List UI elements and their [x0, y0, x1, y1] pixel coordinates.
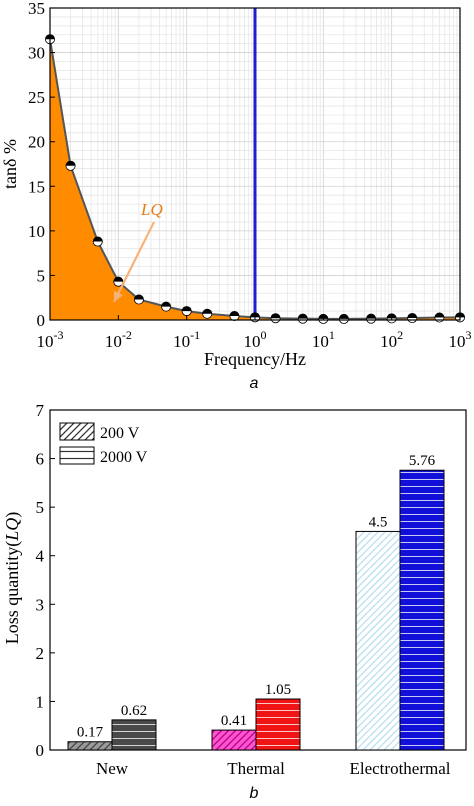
- marker-top-half: [65, 161, 76, 166]
- data-point: [202, 308, 213, 319]
- x-category-label: New: [96, 759, 129, 778]
- marker-top-half: [134, 294, 144, 300]
- y-tick-label: 5: [37, 266, 46, 285]
- x-tick-label: 100: [244, 328, 267, 351]
- marker-top-half: [161, 302, 171, 307]
- annotation-arrow-line: [113, 221, 155, 303]
- x-tick-label: 102: [380, 328, 403, 351]
- legend: 200 V 2000 V: [59, 422, 148, 466]
- bar-value-label: 4.5: [369, 514, 388, 530]
- legend-swatch: [59, 446, 95, 465]
- subplot-label-b: b: [250, 785, 259, 801]
- y-tick-label: 15: [28, 177, 45, 196]
- x-axis-title: Frequency/Hz: [204, 349, 306, 369]
- data-point: [407, 313, 418, 324]
- y-tick-label: 3: [36, 595, 45, 614]
- bar-value-label: 0.62: [121, 703, 147, 719]
- x-tick-label: 10-1: [173, 328, 200, 351]
- legend-label: 200 V: [100, 425, 140, 442]
- y-tick-label: 6: [36, 450, 45, 469]
- bar: [67, 741, 113, 751]
- y-tick-label: 30: [28, 44, 45, 63]
- x-category-label: Thermal: [227, 759, 285, 778]
- y-axis-title: Loss quantity(LQ): [2, 512, 23, 645]
- y-tick-label: 20: [28, 133, 45, 152]
- data-point: [434, 312, 445, 323]
- y-tick-label: 1: [36, 692, 45, 711]
- legend-swatch: [59, 422, 95, 441]
- data-point: [270, 313, 281, 324]
- y-tick-label: 0: [37, 311, 46, 330]
- data-point: [161, 301, 172, 312]
- data-point: [229, 310, 240, 321]
- x-tick-label: 10-2: [105, 328, 132, 351]
- marker-top-half: [366, 314, 376, 319]
- marker-top-half: [113, 277, 123, 282]
- bar: [355, 530, 401, 751]
- data-point: [113, 276, 124, 287]
- chart-a: LQ 10-3 10-2 10-1 100 101 102 103 0 5 10 15 20 25 30 35…: [0, 0, 472, 369]
- marker-top-half: [229, 311, 240, 316]
- bar-value-label: 5.76: [409, 453, 436, 469]
- legend-label: 2000 V: [100, 449, 148, 466]
- chart-b: 0.17 0.41 4.5 0.62 1.05 5.76 0 1 2 3 4 5 6 7 New Therma…: [2, 401, 467, 778]
- data-point: [366, 313, 377, 324]
- bar: [255, 698, 301, 751]
- marker-top-half: [182, 306, 192, 312]
- annotation-arrow-head: [114, 290, 123, 302]
- marker-top-half: [339, 314, 349, 319]
- marker-top-half: [298, 314, 308, 319]
- annotation-lq-text: LQ: [140, 200, 163, 219]
- bar-value-label: 1.05: [265, 682, 291, 698]
- x-tick-label: 10-3: [37, 328, 64, 351]
- data-point: [297, 313, 308, 324]
- x-tick-label: 101: [312, 328, 335, 351]
- marker-top-half: [434, 312, 445, 318]
- area-fill: [50, 39, 460, 320]
- data-point: [133, 294, 144, 305]
- bar: [111, 719, 157, 751]
- y-tick-label: 2: [36, 644, 45, 663]
- marker-top-half: [407, 313, 417, 319]
- data-point: [92, 236, 103, 247]
- data-point: [338, 313, 349, 324]
- y-axis-title: tanδ %: [0, 139, 20, 189]
- subplot-label-a: a: [250, 375, 259, 392]
- marker-top-half: [93, 236, 103, 242]
- y-tick-label: 25: [28, 88, 45, 107]
- data-point: [181, 306, 192, 317]
- marker-top-half: [202, 309, 212, 314]
- y-tick-label: 35: [28, 0, 45, 18]
- x-tick-label: 103: [449, 328, 472, 351]
- y-tick-label: 4: [36, 547, 45, 566]
- y-tick-label: 5: [36, 498, 45, 517]
- bar: [399, 469, 445, 751]
- bar-value-label: 0.41: [221, 713, 247, 729]
- bar-value-label: 0.17: [77, 725, 104, 741]
- marker-top-half: [270, 313, 281, 319]
- data-point: [65, 160, 76, 171]
- y-tick-label: 0: [36, 741, 45, 760]
- bar: [211, 729, 257, 751]
- y-tick-label: 7: [36, 401, 45, 420]
- y-tick-label: 10: [28, 222, 45, 241]
- x-category-label: Electrothermal: [349, 759, 450, 778]
